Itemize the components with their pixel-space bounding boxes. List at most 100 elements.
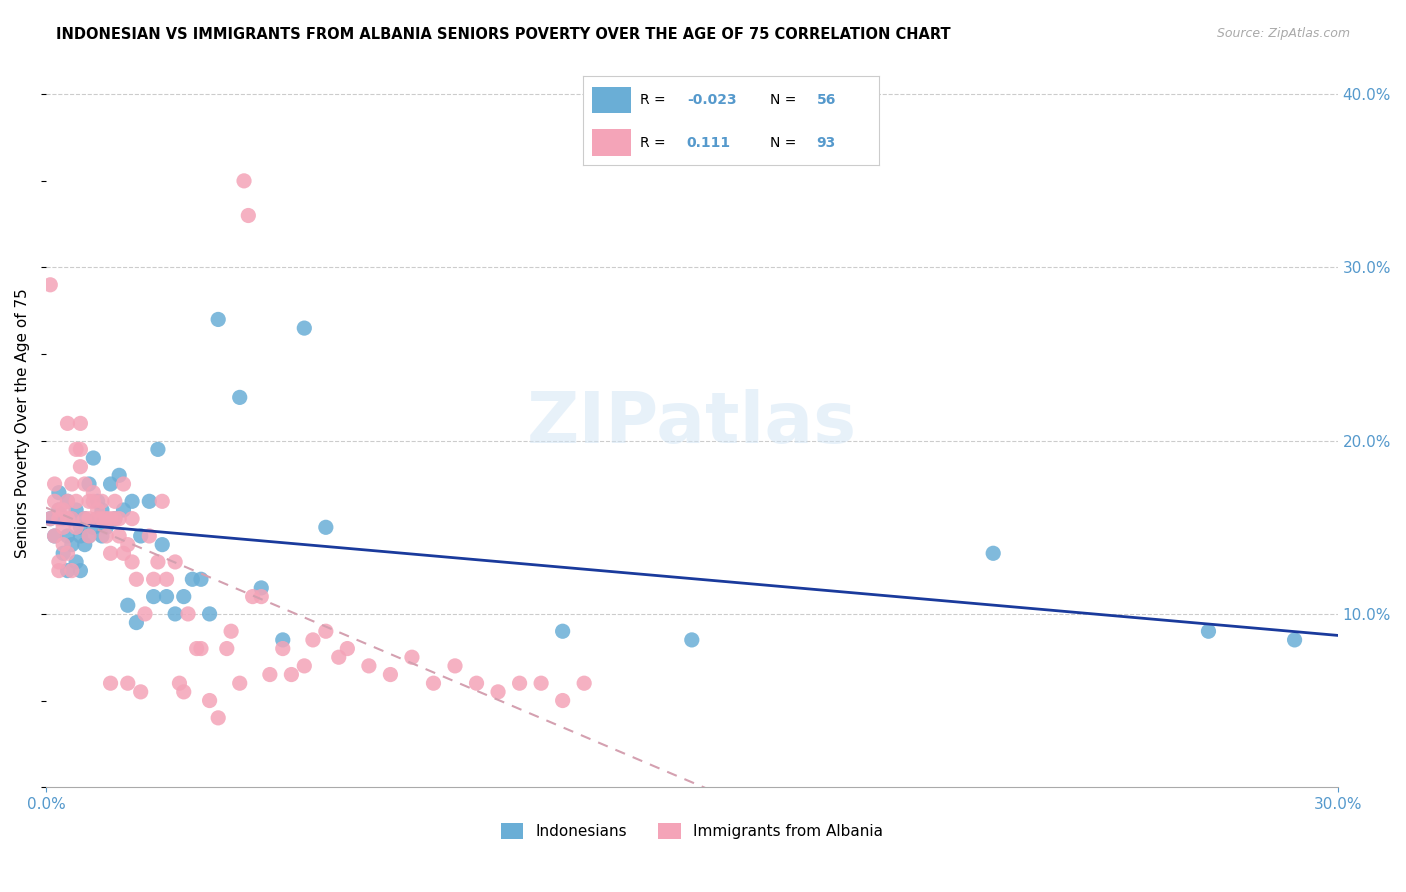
Point — [52, 546, 75, 560]
Point — [69, 417, 91, 431]
Point — [207, 312, 229, 326]
Point — [56, 494, 79, 508]
Point — [82, 450, 104, 465]
Point — [142, 590, 165, 604]
Point — [530, 676, 553, 690]
Point — [73, 477, 96, 491]
Point — [73, 538, 96, 552]
Point — [190, 572, 212, 586]
FancyBboxPatch shape — [592, 87, 631, 113]
Point — [65, 503, 87, 517]
Point — [69, 442, 91, 457]
Point — [190, 641, 212, 656]
Text: R =: R = — [640, 136, 669, 150]
Point — [77, 529, 100, 543]
Point — [357, 659, 380, 673]
Text: -0.023: -0.023 — [688, 93, 737, 107]
Point — [292, 659, 315, 673]
Point — [138, 494, 160, 508]
Point — [65, 555, 87, 569]
Point — [572, 676, 595, 690]
Text: 56: 56 — [817, 93, 837, 107]
Point — [125, 615, 148, 630]
Text: INDONESIAN VS IMMIGRANTS FROM ALBANIA SENIORS POVERTY OVER THE AGE OF 75 CORRELA: INDONESIAN VS IMMIGRANTS FROM ALBANIA SE… — [56, 27, 950, 42]
Point — [259, 667, 281, 681]
Point — [100, 511, 122, 525]
Point — [186, 641, 208, 656]
Point — [142, 572, 165, 586]
Legend: Indonesians, Immigrants from Albania: Indonesians, Immigrants from Albania — [495, 817, 889, 845]
Text: N =: N = — [769, 93, 800, 107]
Point — [39, 511, 62, 525]
Point — [77, 494, 100, 508]
Point — [69, 564, 91, 578]
Text: 0.111: 0.111 — [688, 136, 731, 150]
Point — [219, 624, 242, 639]
Text: 93: 93 — [817, 136, 837, 150]
Point — [233, 174, 256, 188]
Point — [48, 511, 70, 525]
Point — [100, 477, 122, 491]
Point — [155, 590, 177, 604]
Point — [108, 529, 131, 543]
Point — [77, 529, 100, 543]
Point — [86, 494, 108, 508]
Point — [238, 209, 260, 223]
Point — [336, 641, 359, 656]
Point — [112, 477, 135, 491]
Point — [82, 520, 104, 534]
Point — [551, 624, 574, 639]
Point — [60, 564, 83, 578]
Point — [48, 564, 70, 578]
Point — [86, 511, 108, 525]
Point — [56, 494, 79, 508]
Point — [121, 511, 143, 525]
Point — [328, 650, 350, 665]
Point — [292, 321, 315, 335]
Point — [465, 676, 488, 690]
Point — [104, 511, 127, 525]
Point — [401, 650, 423, 665]
Point — [112, 546, 135, 560]
Point — [91, 511, 114, 525]
Point — [150, 494, 173, 508]
Point — [48, 503, 70, 517]
Point — [1284, 632, 1306, 647]
Point — [117, 676, 139, 690]
FancyBboxPatch shape — [592, 129, 631, 156]
Point — [96, 529, 118, 543]
Point — [100, 546, 122, 560]
Point — [108, 511, 131, 525]
Text: N =: N = — [769, 136, 800, 150]
Point — [146, 555, 169, 569]
Point — [271, 632, 294, 647]
Point — [146, 442, 169, 457]
Point — [181, 572, 204, 586]
Point — [56, 417, 79, 431]
Point — [44, 529, 66, 543]
Point — [198, 693, 221, 707]
Point — [177, 607, 200, 621]
Point — [104, 494, 127, 508]
Point — [69, 520, 91, 534]
Point — [60, 538, 83, 552]
Point — [39, 277, 62, 292]
Point — [380, 667, 402, 681]
Point — [121, 494, 143, 508]
Point — [315, 520, 337, 534]
Text: Source: ZipAtlas.com: Source: ZipAtlas.com — [1216, 27, 1350, 40]
Point — [52, 503, 75, 517]
Point — [228, 391, 250, 405]
Point — [56, 546, 79, 560]
Point — [207, 711, 229, 725]
Point — [65, 494, 87, 508]
Point — [121, 555, 143, 569]
Point — [129, 685, 152, 699]
Point — [422, 676, 444, 690]
Point — [60, 477, 83, 491]
Point — [82, 485, 104, 500]
Point — [104, 511, 127, 525]
Point — [138, 529, 160, 543]
Point — [56, 511, 79, 525]
Point — [69, 459, 91, 474]
